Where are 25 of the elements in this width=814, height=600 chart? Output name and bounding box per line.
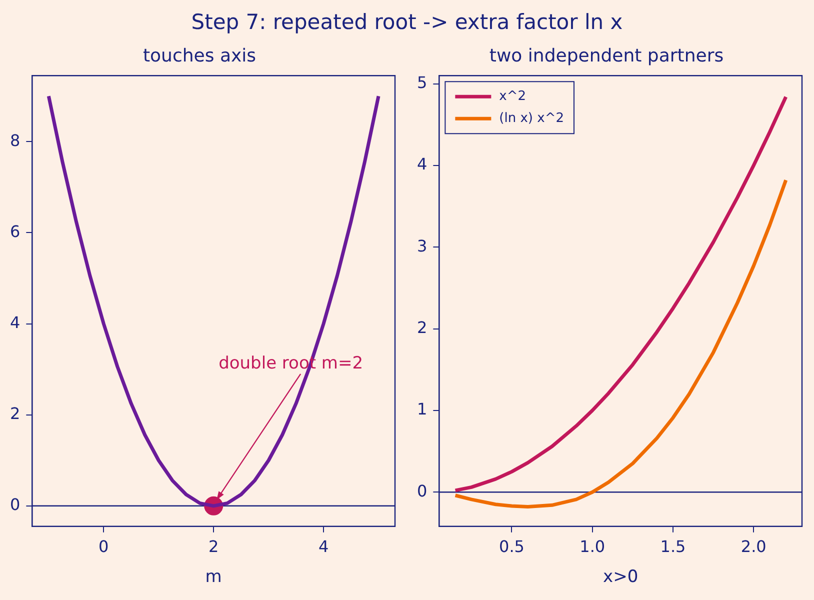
chart-title: touches axis	[142, 45, 256, 66]
legend-label: (ln x) x^2	[499, 110, 564, 126]
legend-label: x^2	[499, 88, 526, 104]
y-tick-label: 8	[10, 130, 20, 150]
x-tick-label: 0	[98, 537, 109, 556]
x-tick-label: 2.0	[740, 537, 766, 556]
x-axis-title: x>0	[603, 567, 638, 588]
y-tick-label: 0	[416, 481, 428, 500]
y-tick-label: 2	[416, 318, 428, 337]
y-tick-label: 5	[416, 72, 428, 92]
x-tick-label: 0.5	[499, 537, 524, 556]
y-tick-label: 0	[10, 495, 20, 514]
y-tick-label: 6	[10, 222, 20, 241]
text: Step 7: repeated root -> extra factor ln x	[190, 9, 624, 36]
y-tick-label: 2	[10, 404, 20, 423]
x-tick-label: 1.0	[580, 537, 606, 556]
x-tick-label: 2	[208, 537, 219, 556]
x-tick-label: 1.5	[660, 537, 686, 556]
y-tick-label: 1	[416, 400, 428, 419]
y-tick-label: 3	[416, 236, 428, 256]
y-tick-label: 4	[10, 312, 20, 332]
y-tick-label: 4	[416, 154, 428, 174]
x-tick-label: 4	[318, 537, 329, 556]
chart-title: two independent partners	[489, 45, 724, 66]
x-axis-title: m	[205, 567, 222, 588]
